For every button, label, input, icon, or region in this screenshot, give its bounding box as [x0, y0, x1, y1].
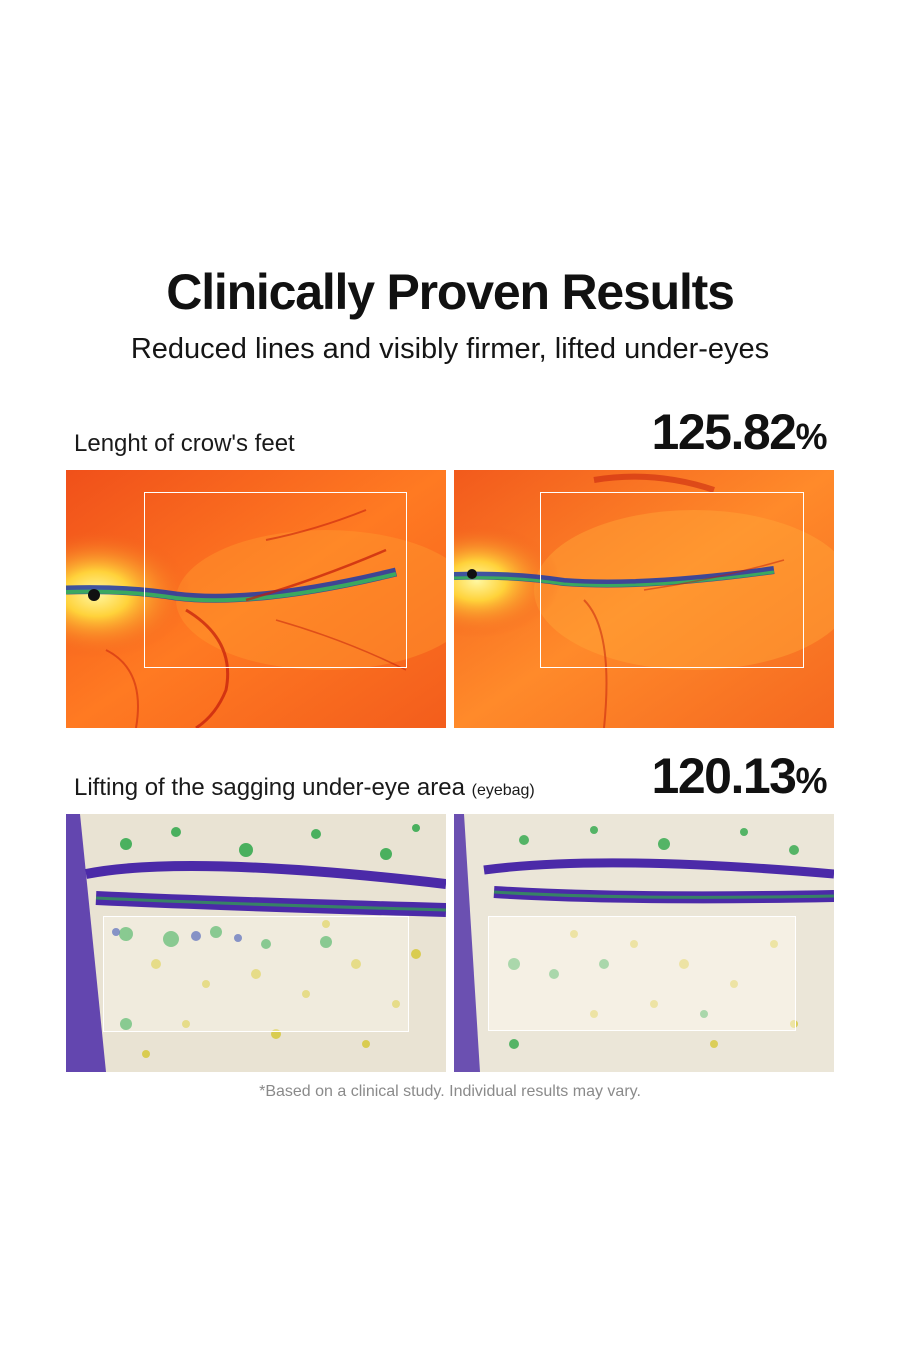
result-images [66, 470, 834, 728]
disclaimer-footnote: *Based on a clinical study. Individual r… [259, 1083, 641, 1100]
roi-box [103, 916, 409, 1032]
result-label: Lenght of crow's feet [74, 430, 295, 457]
result-header: Lifting of the sagging under-eye area (e… [66, 744, 834, 814]
page-title: Clinically Proven Results [166, 264, 735, 320]
before-thermal-image [66, 470, 446, 728]
before-topography-image [66, 814, 446, 1072]
result-percentage: 125.82% [651, 404, 828, 460]
roi-box [488, 916, 796, 1031]
result-images [66, 814, 834, 1072]
after-thermal-image [454, 470, 834, 728]
result-header: Lenght of crow's feet 125.82% [66, 400, 834, 470]
result-percentage: 120.13% [651, 748, 828, 804]
page-subtitle: Reduced lines and visibly firmer, lifted… [130, 333, 770, 365]
result-crows-feet: Lenght of crow's feet 125.82% [66, 400, 834, 728]
roi-box [144, 492, 407, 668]
result-label: Lifting of the sagging under-eye area (e… [74, 774, 535, 801]
after-topography-image [454, 814, 834, 1072]
roi-box [540, 492, 804, 668]
result-eyebag: Lifting of the sagging under-eye area (e… [66, 744, 834, 1072]
